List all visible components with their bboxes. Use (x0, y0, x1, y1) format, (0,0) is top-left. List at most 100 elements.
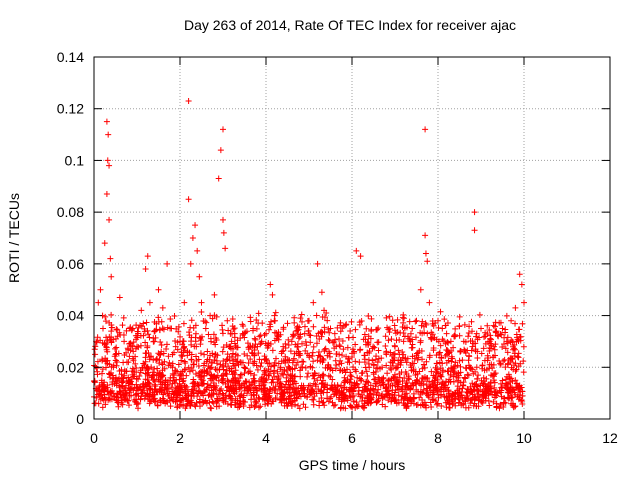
data-point-band (244, 340, 251, 347)
data-point-band (414, 376, 421, 383)
data-point-band (435, 370, 442, 377)
data-point-band (137, 322, 144, 329)
data-point (516, 271, 523, 278)
data-point-band (445, 339, 452, 346)
data-point-band (108, 324, 115, 331)
data-point-band (201, 367, 208, 374)
data-point (215, 175, 222, 182)
data-point-band (305, 370, 312, 377)
data-point (400, 338, 407, 345)
data-point (103, 118, 110, 125)
x-tick-label: 12 (602, 430, 618, 446)
data-point-band (148, 353, 155, 360)
data-point-band (352, 341, 359, 348)
data-point-band (294, 327, 301, 334)
data-point (478, 325, 484, 332)
data-point-band (224, 377, 231, 384)
data-point-band (301, 323, 308, 330)
data-point-band (205, 363, 212, 370)
data-point-band (452, 395, 459, 402)
data-point-band (290, 355, 297, 362)
data-point-band (113, 326, 120, 333)
data-point-band (392, 396, 399, 403)
data-point-band (127, 385, 134, 392)
data-point-band (286, 365, 293, 372)
data-point-band (187, 397, 194, 404)
data-point (452, 333, 459, 340)
data-point-band (455, 393, 462, 400)
data-point-band (192, 322, 199, 329)
data-point-band (158, 341, 165, 348)
data-point-band (300, 401, 307, 408)
data-point-band (344, 397, 351, 404)
data-point-band (440, 384, 447, 391)
data-point-band (174, 404, 181, 411)
data-point-band (143, 319, 150, 326)
data-point-band (198, 309, 205, 316)
data-point-band (233, 388, 240, 395)
data-point-band (310, 358, 317, 365)
data-point-band (228, 395, 235, 402)
data-point-band (402, 391, 409, 398)
data-point-band (391, 397, 398, 404)
data-point-band (430, 387, 437, 394)
data-point-band (195, 356, 202, 363)
data-point-band (204, 381, 211, 388)
data-point-band (157, 397, 164, 404)
data-point-band (138, 386, 145, 393)
data-point-band (318, 388, 325, 395)
data-point-band (192, 330, 199, 337)
data-point-band (225, 363, 232, 370)
data-point (486, 338, 493, 345)
data-point-band (513, 380, 520, 387)
data-point-band (94, 334, 101, 341)
data-point-band (197, 341, 204, 348)
data-point-band (422, 320, 429, 327)
data-point-band (109, 372, 116, 379)
data-point-band (461, 321, 468, 328)
data-point-band (424, 330, 431, 337)
data-point-band (438, 403, 445, 410)
data-point-band (473, 383, 480, 390)
data-point-band (231, 334, 238, 341)
data-point-band (488, 385, 495, 392)
data-point-band (253, 317, 260, 324)
chart-title: Day 263 of 2014, Rate Of TEC Index for r… (184, 17, 516, 33)
data-point-band (491, 394, 498, 401)
data-point (129, 325, 136, 332)
data-point-band (230, 326, 237, 333)
data-point-band (450, 365, 457, 372)
data-point-band (515, 326, 522, 333)
data-point-band (412, 318, 419, 325)
data-point-band (453, 373, 460, 380)
data-point-band (382, 385, 389, 392)
data-point-band (313, 333, 320, 340)
data-point-band (253, 400, 260, 407)
data-point (159, 304, 166, 311)
data-point-band (238, 391, 245, 398)
data-point-band (200, 399, 207, 406)
data-point-band (271, 362, 278, 369)
data-point-band (391, 327, 398, 334)
data-point-band (427, 383, 434, 390)
data-point-band (326, 329, 333, 336)
data-point (297, 315, 304, 322)
data-point (512, 304, 519, 311)
data-point (134, 343, 140, 350)
data-point-band (155, 376, 162, 383)
data-point-band (213, 391, 220, 398)
data-point-band (482, 380, 489, 387)
data-point-band (104, 382, 111, 389)
data-point-band (262, 369, 269, 376)
data-point-band (520, 369, 527, 376)
data-point-band (300, 382, 307, 389)
data-point-band (365, 379, 372, 386)
data-point-band (348, 403, 355, 410)
data-point-band (359, 403, 366, 410)
data-point-band (102, 355, 109, 362)
data-point-band (421, 375, 428, 382)
data-point-band (487, 372, 494, 379)
data-point-band (417, 339, 424, 346)
data-point-band (356, 321, 363, 328)
data-point-band (296, 390, 303, 397)
